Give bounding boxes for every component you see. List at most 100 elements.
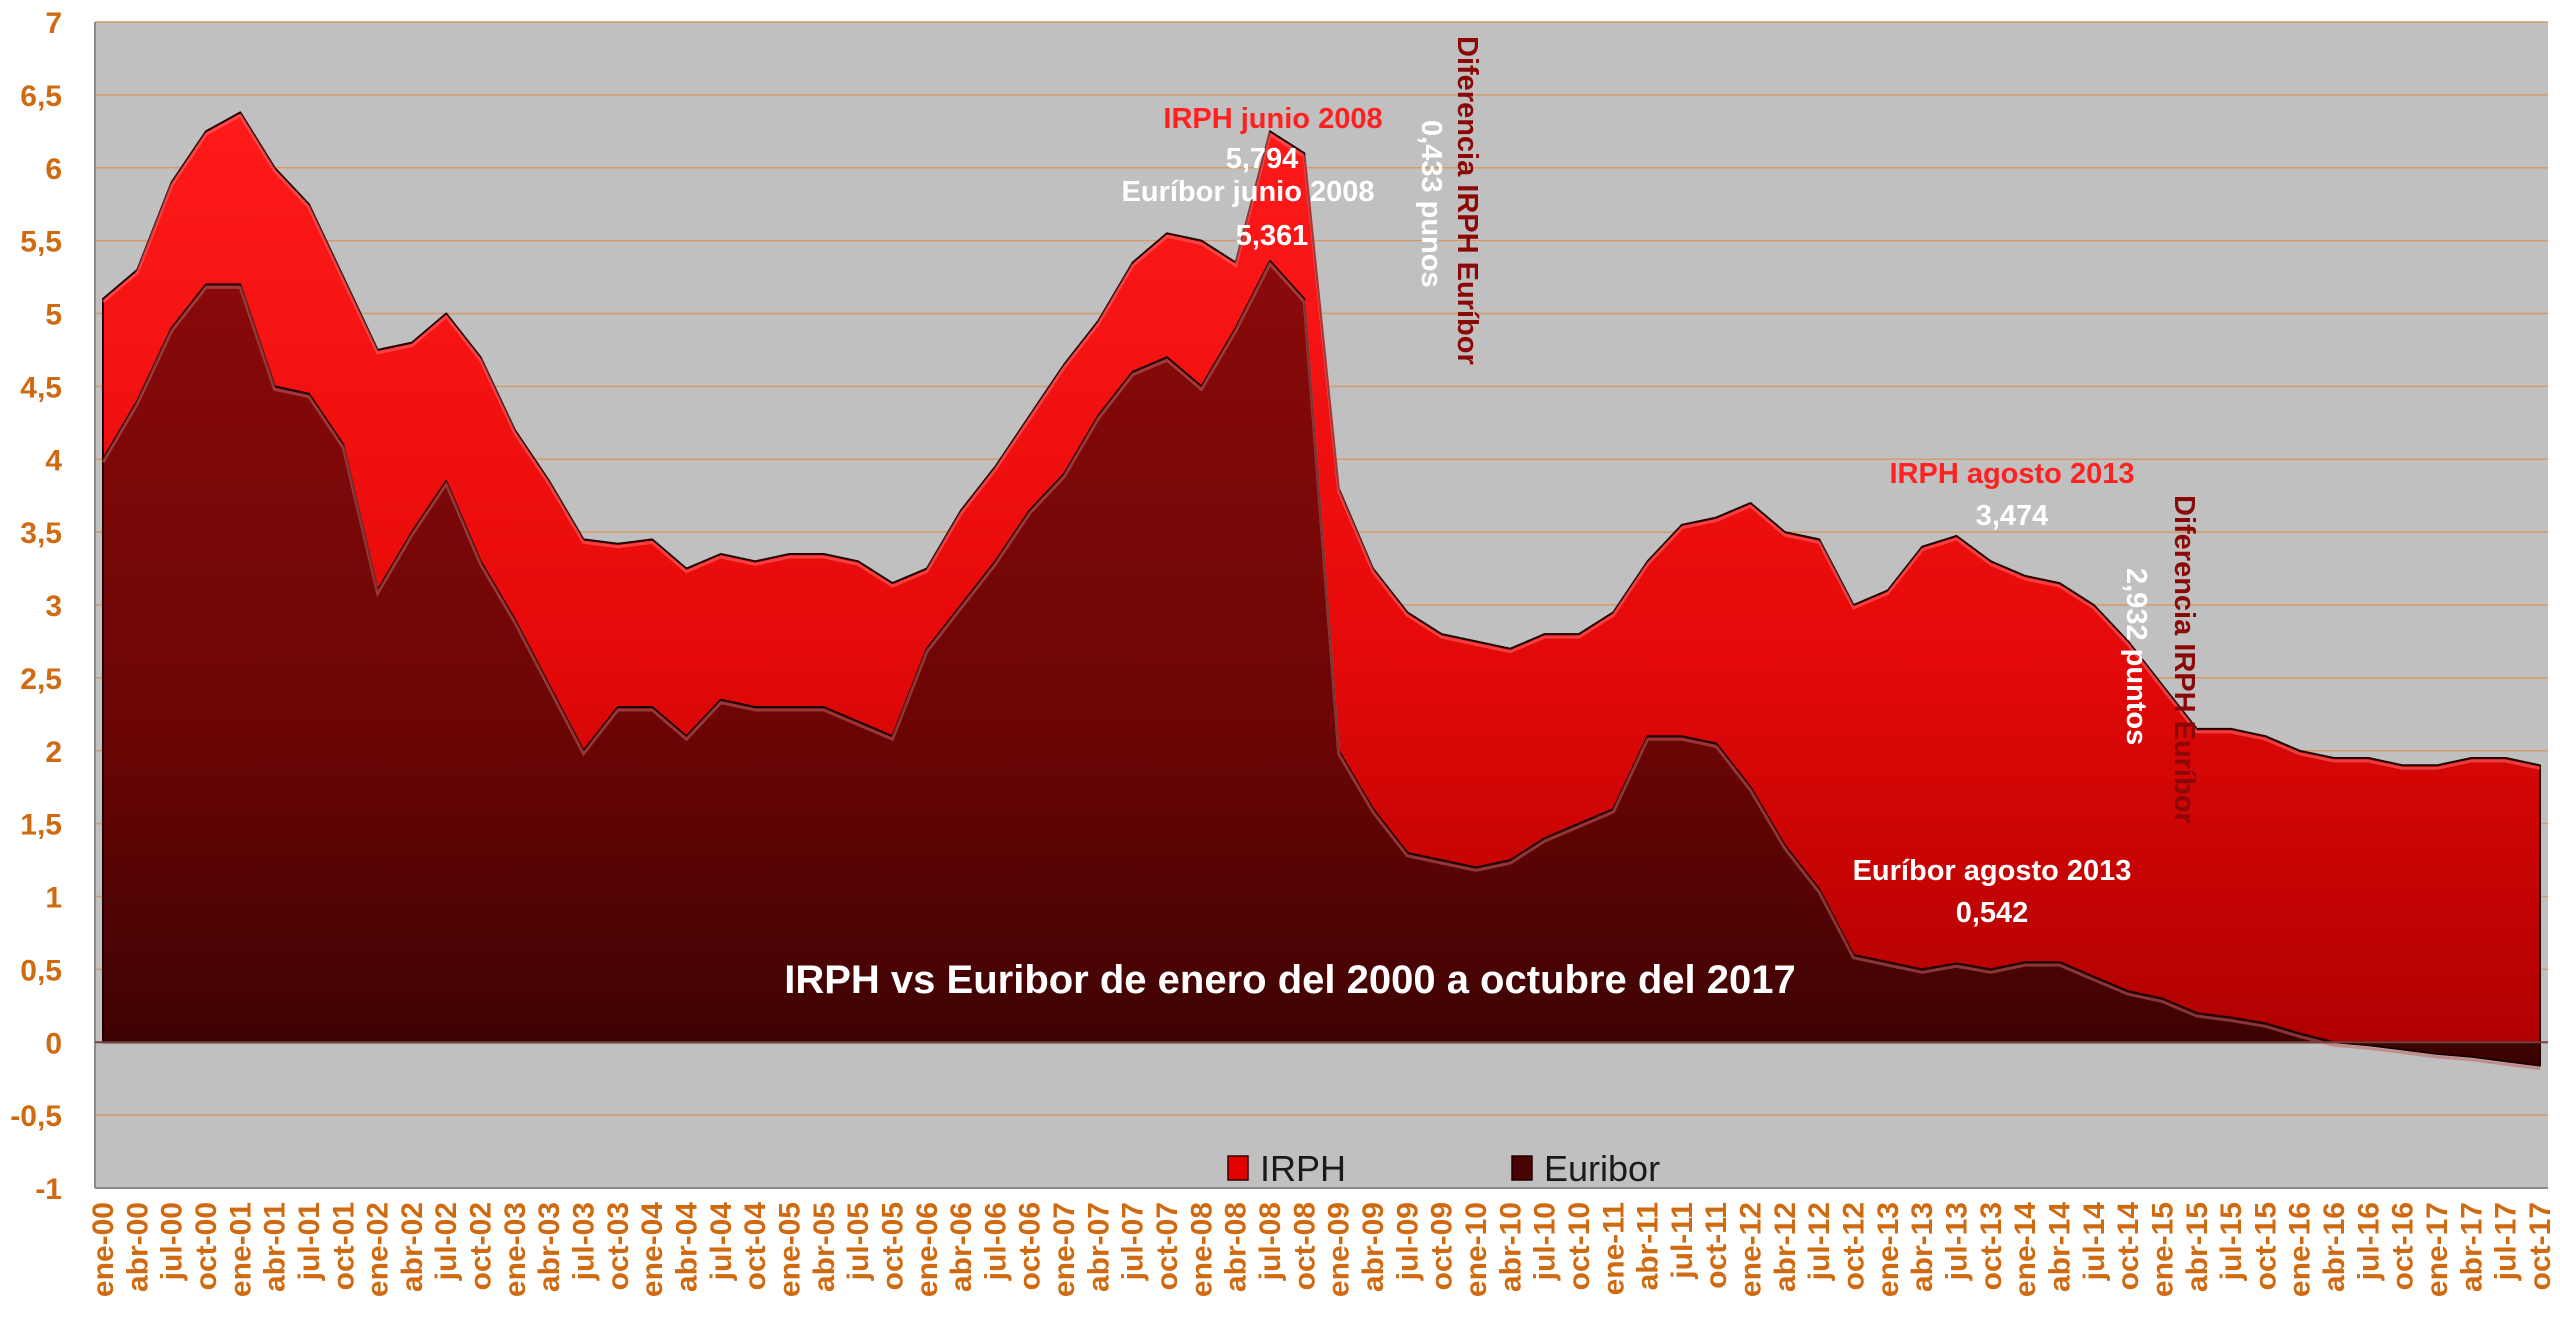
- x-tick-label: abr-05: [808, 1202, 841, 1292]
- annotation-irph-jun-2008: IRPH junio 2008: [1163, 103, 1382, 135]
- x-tick-label: jul-07: [1117, 1202, 1150, 1281]
- x-tick-label: jul-16: [2352, 1202, 2385, 1281]
- y-tick-label: 6: [45, 153, 62, 186]
- x-tick-label: ene-16: [2284, 1202, 2317, 1297]
- x-tick-label: abr-15: [2181, 1202, 2214, 1292]
- x-tick-label: oct-16: [2387, 1202, 2420, 1290]
- annotation-euribor-jun-2008-value: 5,361: [1236, 220, 1309, 252]
- x-tick-label: jul-02: [430, 1202, 463, 1281]
- x-tick-label: oct-09: [1426, 1202, 1459, 1290]
- x-tick-label: abr-16: [2318, 1202, 2351, 1292]
- x-tick-label: abr-07: [1082, 1202, 1115, 1292]
- chart-title: IRPH vs Euribor de enero del 2000 a octu…: [784, 958, 1796, 1002]
- x-tick-label: jul-11: [1666, 1202, 1699, 1280]
- x-tick-label: abr-08: [1220, 1202, 1253, 1292]
- x-tick-label: abr-10: [1494, 1202, 1527, 1292]
- y-tick-label: 3,5: [20, 517, 62, 550]
- annotation-difference-2008-value: 0,433 punos: [1415, 120, 1447, 288]
- annotation-difference-2008-label: Diferencia IRPH Euríbor: [1451, 36, 1483, 365]
- y-tick-label: 4: [45, 444, 62, 477]
- x-tick-label: oct-06: [1014, 1202, 1047, 1290]
- axes: [94, 22, 2548, 1189]
- y-tick-label: 2,5: [20, 663, 62, 696]
- x-tick-label: abr-14: [2044, 1202, 2077, 1292]
- x-tick-label: oct-10: [1563, 1202, 1596, 1290]
- y-tick-label: 3: [45, 590, 62, 623]
- x-tick-label: oct-04: [739, 1202, 772, 1291]
- x-tick-label: ene-01: [224, 1202, 257, 1297]
- x-tick-label: abr-01: [259, 1202, 292, 1292]
- annotation-difference-2013-value: 2,932 puntos: [2120, 568, 2152, 745]
- series-areas: [101, 111, 2541, 1071]
- y-tick-label: -0,5: [10, 1100, 62, 1133]
- legend-label-euribor: Euribor: [1544, 1148, 1660, 1189]
- x-tick-label: jul-10: [1529, 1202, 1562, 1281]
- legend-label-irph: IRPH: [1260, 1148, 1346, 1189]
- x-tick-label: ene-13: [1872, 1202, 1905, 1297]
- y-tick-label: 0: [45, 1027, 62, 1060]
- legend-swatch-euribor: [1511, 1155, 1533, 1181]
- x-tick-label: jul-05: [842, 1202, 875, 1281]
- y-tick-label: 1,5: [20, 809, 62, 842]
- x-tick-label: abr-00: [121, 1202, 154, 1292]
- x-tick-label: jul-12: [1803, 1202, 1836, 1281]
- x-tick-label: jul-04: [705, 1202, 738, 1282]
- x-tick-label: abr-06: [945, 1202, 978, 1292]
- x-tick-label: oct-11: [1700, 1202, 1733, 1289]
- annotation-irph-aug-2013-value: 3,474: [1976, 500, 2049, 532]
- x-tick-label: ene-11: [1597, 1202, 1630, 1295]
- y-tick-label: 5,5: [20, 226, 62, 259]
- legend: IRPH Euribor: [1227, 1148, 1660, 1189]
- line-euribor: [101, 261, 2541, 1071]
- y-tick-label: 5: [45, 299, 62, 332]
- x-tick-label: abr-03: [533, 1202, 566, 1292]
- x-tick-label: abr-02: [396, 1202, 429, 1292]
- x-tick-label: abr-17: [2455, 1202, 2488, 1292]
- x-tick-label: ene-00: [87, 1202, 120, 1297]
- annotation-irph-jun-2008-value: 5,794: [1226, 143, 1299, 175]
- x-tick-label: ene-10: [1460, 1202, 1493, 1297]
- x-tick-label: ene-12: [1735, 1202, 1768, 1297]
- x-tick-label: oct-12: [1838, 1202, 1871, 1290]
- annotations: IRPH junio 2008 5,794 Euríbor junio 2008…: [1122, 36, 2201, 929]
- x-tick-label: abr-09: [1357, 1202, 1390, 1292]
- x-tick-label: jul-06: [979, 1202, 1012, 1281]
- x-tick-label: abr-13: [1906, 1202, 1939, 1292]
- x-tick-label: oct-08: [1288, 1202, 1321, 1290]
- x-tick-label: jul-03: [568, 1202, 601, 1281]
- x-tick-label: oct-05: [877, 1202, 910, 1290]
- x-tick-label: jul-13: [1941, 1202, 1974, 1281]
- x-tick-label: oct-15: [2249, 1202, 2282, 1290]
- y-tick-label: 7: [45, 7, 62, 40]
- y-tick-label: 0,5: [20, 954, 62, 987]
- annotation-euribor-jun-2008: Euríbor junio 2008: [1122, 176, 1375, 208]
- line-irph: [102, 113, 2541, 770]
- annotation-euribor-aug-2013-value: 0,542: [1956, 897, 2029, 929]
- annotation-irph-aug-2013: IRPH agosto 2013: [1890, 458, 2135, 490]
- x-tick-label: ene-04: [636, 1202, 669, 1297]
- x-tick-label: jul-08: [1254, 1202, 1287, 1281]
- y-tick-label: 1: [45, 882, 62, 915]
- x-tick-label: jul-09: [1391, 1202, 1424, 1281]
- x-tick-label: abr-11: [1632, 1202, 1665, 1290]
- y-tick-label: 2: [45, 736, 62, 769]
- x-tick-label: ene-07: [1048, 1202, 1081, 1297]
- x-tick-label: oct-17: [2524, 1202, 2557, 1290]
- annotation-difference-2013-label: Diferencia IRPH Euríbor: [2168, 495, 2200, 824]
- x-tick-label: jul-15: [2215, 1202, 2248, 1281]
- x-tick-label: abr-12: [1769, 1202, 1802, 1292]
- x-tick-label: oct-07: [1151, 1202, 1184, 1290]
- x-tick-label: ene-03: [499, 1202, 532, 1297]
- x-tick-label: oct-14: [2112, 1202, 2145, 1291]
- x-tick-label: oct-01: [327, 1202, 360, 1290]
- x-tick-label: jul-17: [2490, 1202, 2523, 1281]
- x-tick-label: ene-02: [362, 1202, 395, 1297]
- x-tick-label: abr-04: [671, 1202, 704, 1292]
- x-tick-label: ene-17: [2421, 1202, 2454, 1297]
- x-tick-label: jul-14: [2078, 1202, 2111, 1282]
- legend-swatch-irph: [1227, 1155, 1249, 1181]
- x-tick-label: ene-08: [1185, 1202, 1218, 1297]
- x-tick-label: oct-00: [190, 1202, 223, 1290]
- x-tick-label: ene-06: [911, 1202, 944, 1297]
- x-tick-label: jul-00: [156, 1202, 189, 1281]
